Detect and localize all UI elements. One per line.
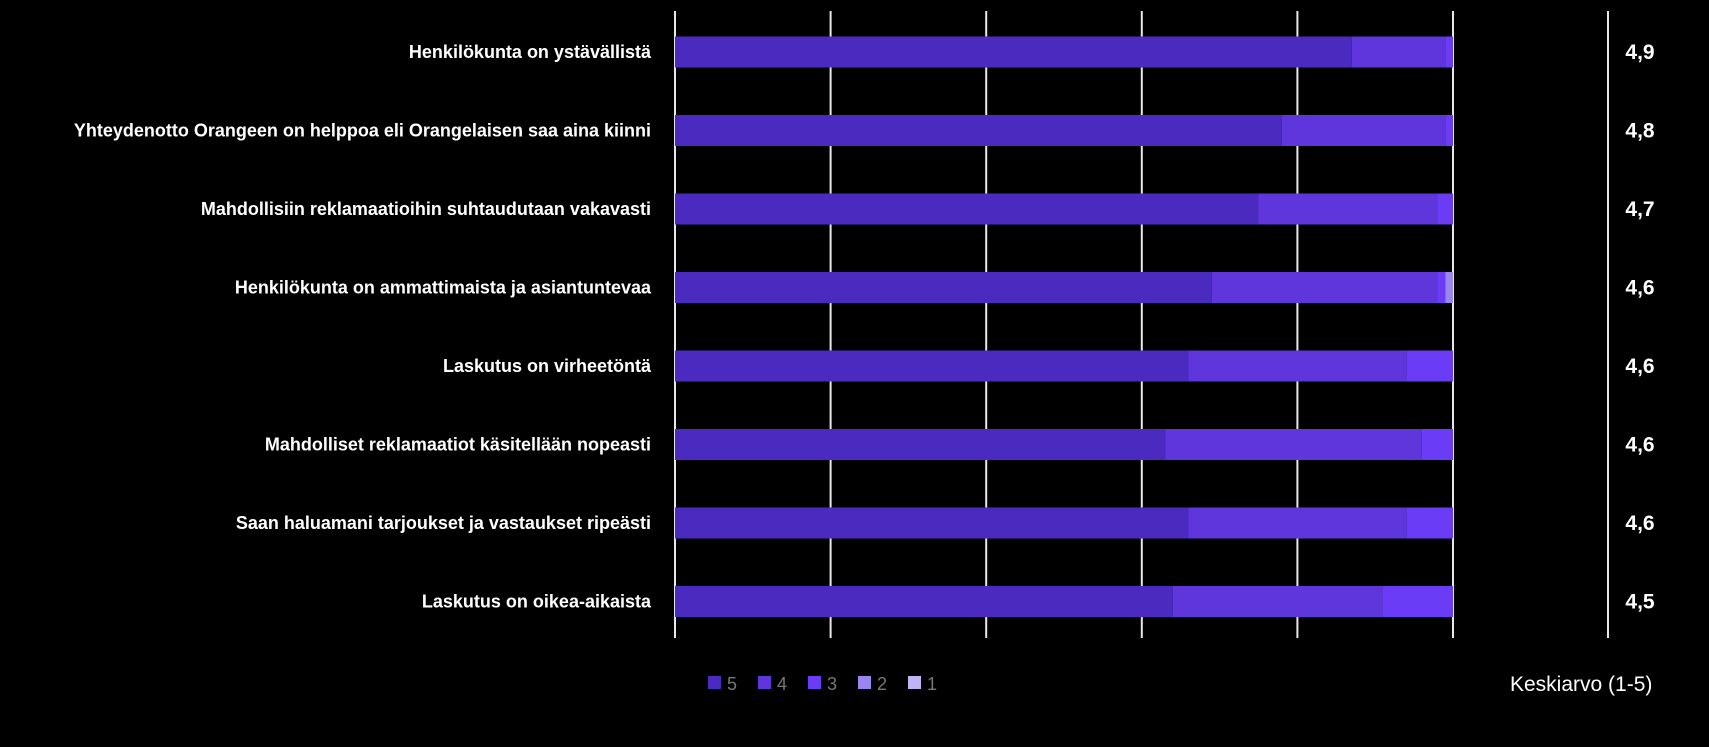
bar-segment (1406, 507, 1453, 539)
category-label: Mahdolliset reklamaatiot käsitellään nop… (265, 435, 651, 455)
category-label: Henkilökunta on ammattimaista ja asiantu… (235, 278, 652, 298)
bar-segment (1445, 36, 1453, 68)
bar-segment (675, 429, 1166, 460)
category-label: Yhteydenotto Orangeen on helppoa eli Ora… (74, 121, 651, 141)
legend-label: 3 (827, 674, 837, 694)
category-label: Henkilökunta on ystävällistä (409, 42, 652, 62)
bar-segment (675, 36, 1352, 68)
category-label: Mahdollisiin reklamaatioihin suhtaudutaa… (201, 199, 651, 219)
bar-segment (1351, 36, 1446, 68)
bar-segment (675, 507, 1189, 539)
bar-segment (675, 586, 1173, 617)
legend-label: 1 (927, 674, 937, 694)
legend-label: 2 (877, 674, 887, 694)
average-value: 4,6 (1625, 355, 1654, 378)
average-axis-label: Keskiarvo (1-5) (1510, 673, 1652, 696)
category-label: Saan haluamani tarjoukset ja vastaukset … (236, 513, 651, 533)
bar-segment (1445, 115, 1453, 146)
bar-segment (1211, 272, 1438, 303)
bar-segment (1258, 193, 1438, 225)
average-value: 4,6 (1625, 512, 1654, 535)
bar-segment (1437, 272, 1446, 303)
bar-segment (1437, 193, 1453, 225)
bar-segment (675, 193, 1259, 225)
legend-label: 5 (727, 674, 737, 694)
bar-segment (675, 350, 1189, 382)
legend-swatch (858, 676, 871, 689)
bar-segment (1172, 586, 1383, 617)
category-label: Laskutus on oikea-aikaista (422, 592, 652, 612)
average-value: 4,8 (1625, 120, 1655, 143)
category-label: Laskutus on virheetöntä (443, 356, 652, 376)
legend-label: 4 (777, 674, 787, 694)
bar-segment (1382, 586, 1453, 617)
average-value: 4,7 (1625, 198, 1654, 221)
bar-segment (675, 272, 1212, 303)
legend-swatch (808, 676, 821, 689)
average-value: 4,9 (1625, 41, 1654, 64)
average-value: 4,5 (1625, 591, 1655, 614)
bar-segment (1406, 350, 1453, 382)
bar-segment (1188, 507, 1407, 539)
bar-segment (1421, 429, 1453, 460)
average-value: 4,6 (1625, 434, 1654, 457)
legend-swatch (908, 676, 921, 689)
legend-swatch (708, 676, 721, 689)
bar-segment (1281, 115, 1446, 146)
bar-segment (675, 115, 1282, 146)
bar-segment (1188, 350, 1407, 382)
average-value: 4,6 (1625, 277, 1654, 300)
legend-swatch (758, 676, 771, 689)
bar-segment (1165, 429, 1422, 460)
bar-segment (1445, 272, 1453, 303)
